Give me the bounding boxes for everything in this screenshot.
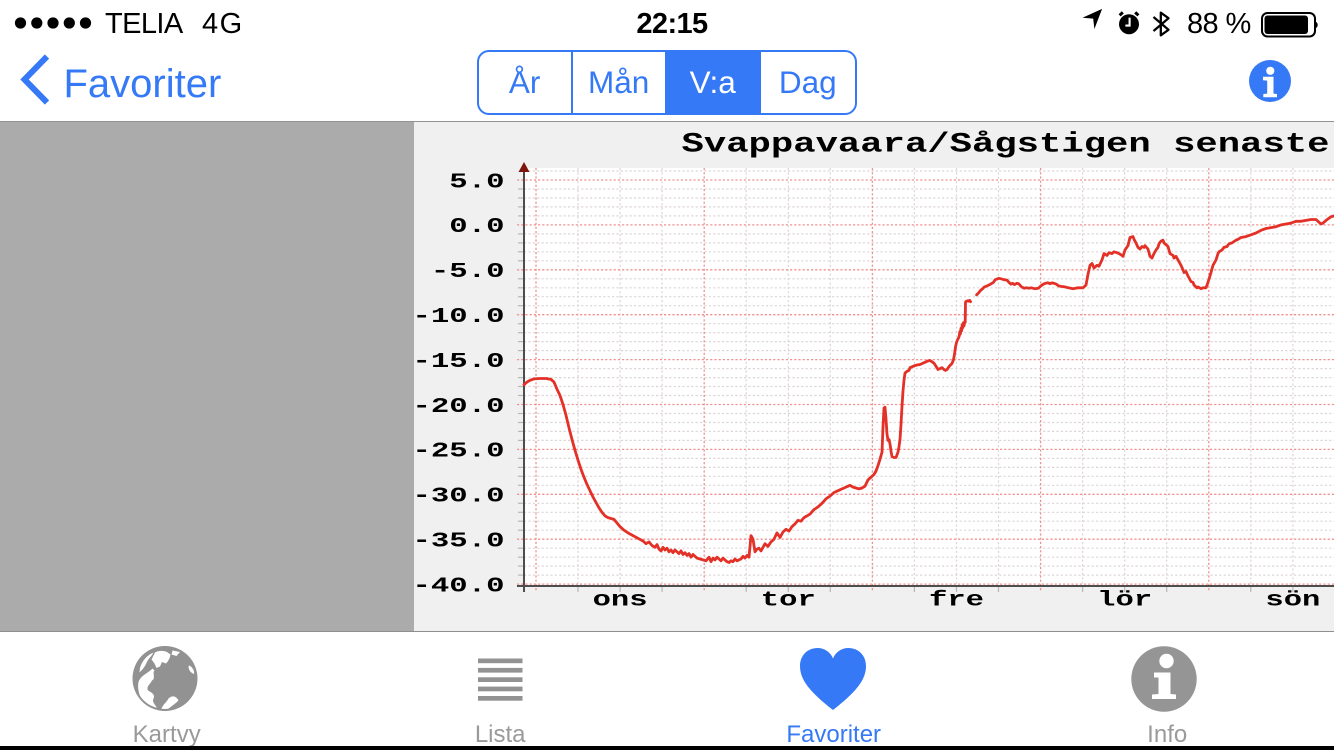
svg-text:-10.0: -10.0 — [414, 305, 505, 329]
svg-text:Svappavaara/Sågstigen senaste: Svappavaara/Sågstigen senaste — [682, 130, 1330, 161]
svg-text:sön: sön — [1265, 589, 1320, 613]
svg-text:-30.0: -30.0 — [414, 485, 505, 509]
svg-text:ons: ons — [593, 589, 648, 613]
svg-text:-40.0: -40.0 — [414, 574, 505, 598]
svg-text:-35.0: -35.0 — [414, 530, 505, 554]
svg-text:-15.0: -15.0 — [414, 350, 505, 374]
svg-text:tor: tor — [761, 589, 816, 613]
svg-text:5.0: 5.0 — [449, 170, 504, 194]
svg-text:-20.0: -20.0 — [414, 395, 505, 419]
svg-text:-25.0: -25.0 — [414, 440, 505, 464]
svg-text:0.0: 0.0 — [449, 215, 504, 239]
svg-text:lör: lör — [1097, 589, 1152, 613]
svg-text:fre: fre — [929, 589, 984, 613]
svg-text:-5.0: -5.0 — [431, 260, 505, 284]
